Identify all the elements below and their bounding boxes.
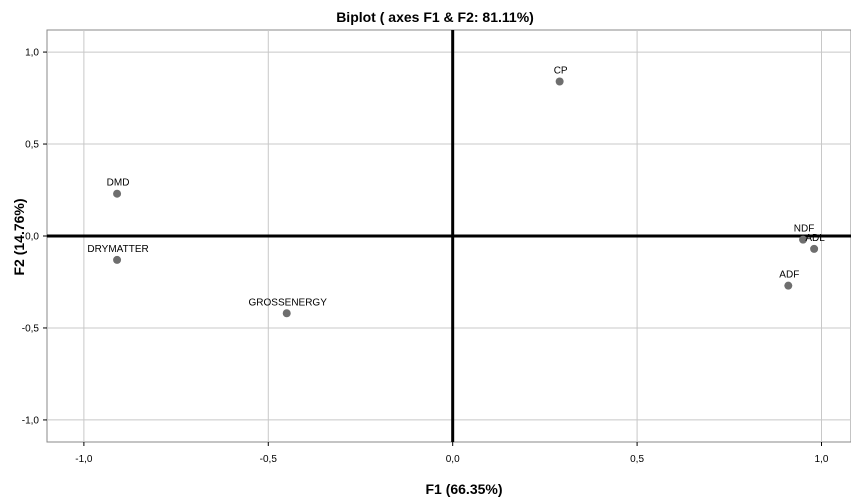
- y-tick-label: 0,0: [25, 232, 39, 243]
- data-point-drymatter: [113, 255, 122, 264]
- y-tick-label: -0,5: [22, 323, 40, 334]
- x-axis-title: F1 (66.35%): [425, 481, 502, 497]
- chart-title: Biplot ( axes F1 & F2: 81.11%): [336, 9, 534, 25]
- y-axis-title: F2 (14.76%): [11, 198, 27, 275]
- x-tick-label: 0,0: [446, 454, 460, 465]
- data-point-grossenergy: [282, 309, 291, 318]
- data-point-ndf: [799, 235, 808, 244]
- y-tick-label: -1,0: [22, 415, 40, 426]
- point-label-adl: ADL: [805, 233, 825, 244]
- y-tick-label: 1,0: [25, 48, 39, 59]
- point-label-ndf: NDF: [794, 224, 815, 235]
- x-tick-label: 0,5: [630, 454, 644, 465]
- point-label-grossenergy: GROSSENERGY: [249, 297, 328, 308]
- point-label-drymatter: DRYMATTER: [87, 244, 148, 255]
- point-label-adf: ADF: [779, 270, 799, 281]
- plot-area: -1,0 -0,5 0,0 0,5 1,0 -1,0 -0,5 0,0 0,5 1,0 CP DMD D…: [22, 29, 851, 465]
- data-point-adl: [810, 244, 819, 253]
- x-tick-label: 1,0: [815, 454, 829, 465]
- x-tick-label: -1,0: [75, 454, 93, 465]
- y-tick-label: 0,5: [25, 140, 39, 151]
- data-point-adf: [784, 281, 793, 290]
- x-tick-label: -0,5: [260, 454, 278, 465]
- point-label-dmd: DMD: [107, 178, 130, 189]
- point-label-cp: CP: [554, 66, 568, 77]
- data-point-cp: [555, 77, 564, 86]
- data-point-dmd: [113, 189, 122, 198]
